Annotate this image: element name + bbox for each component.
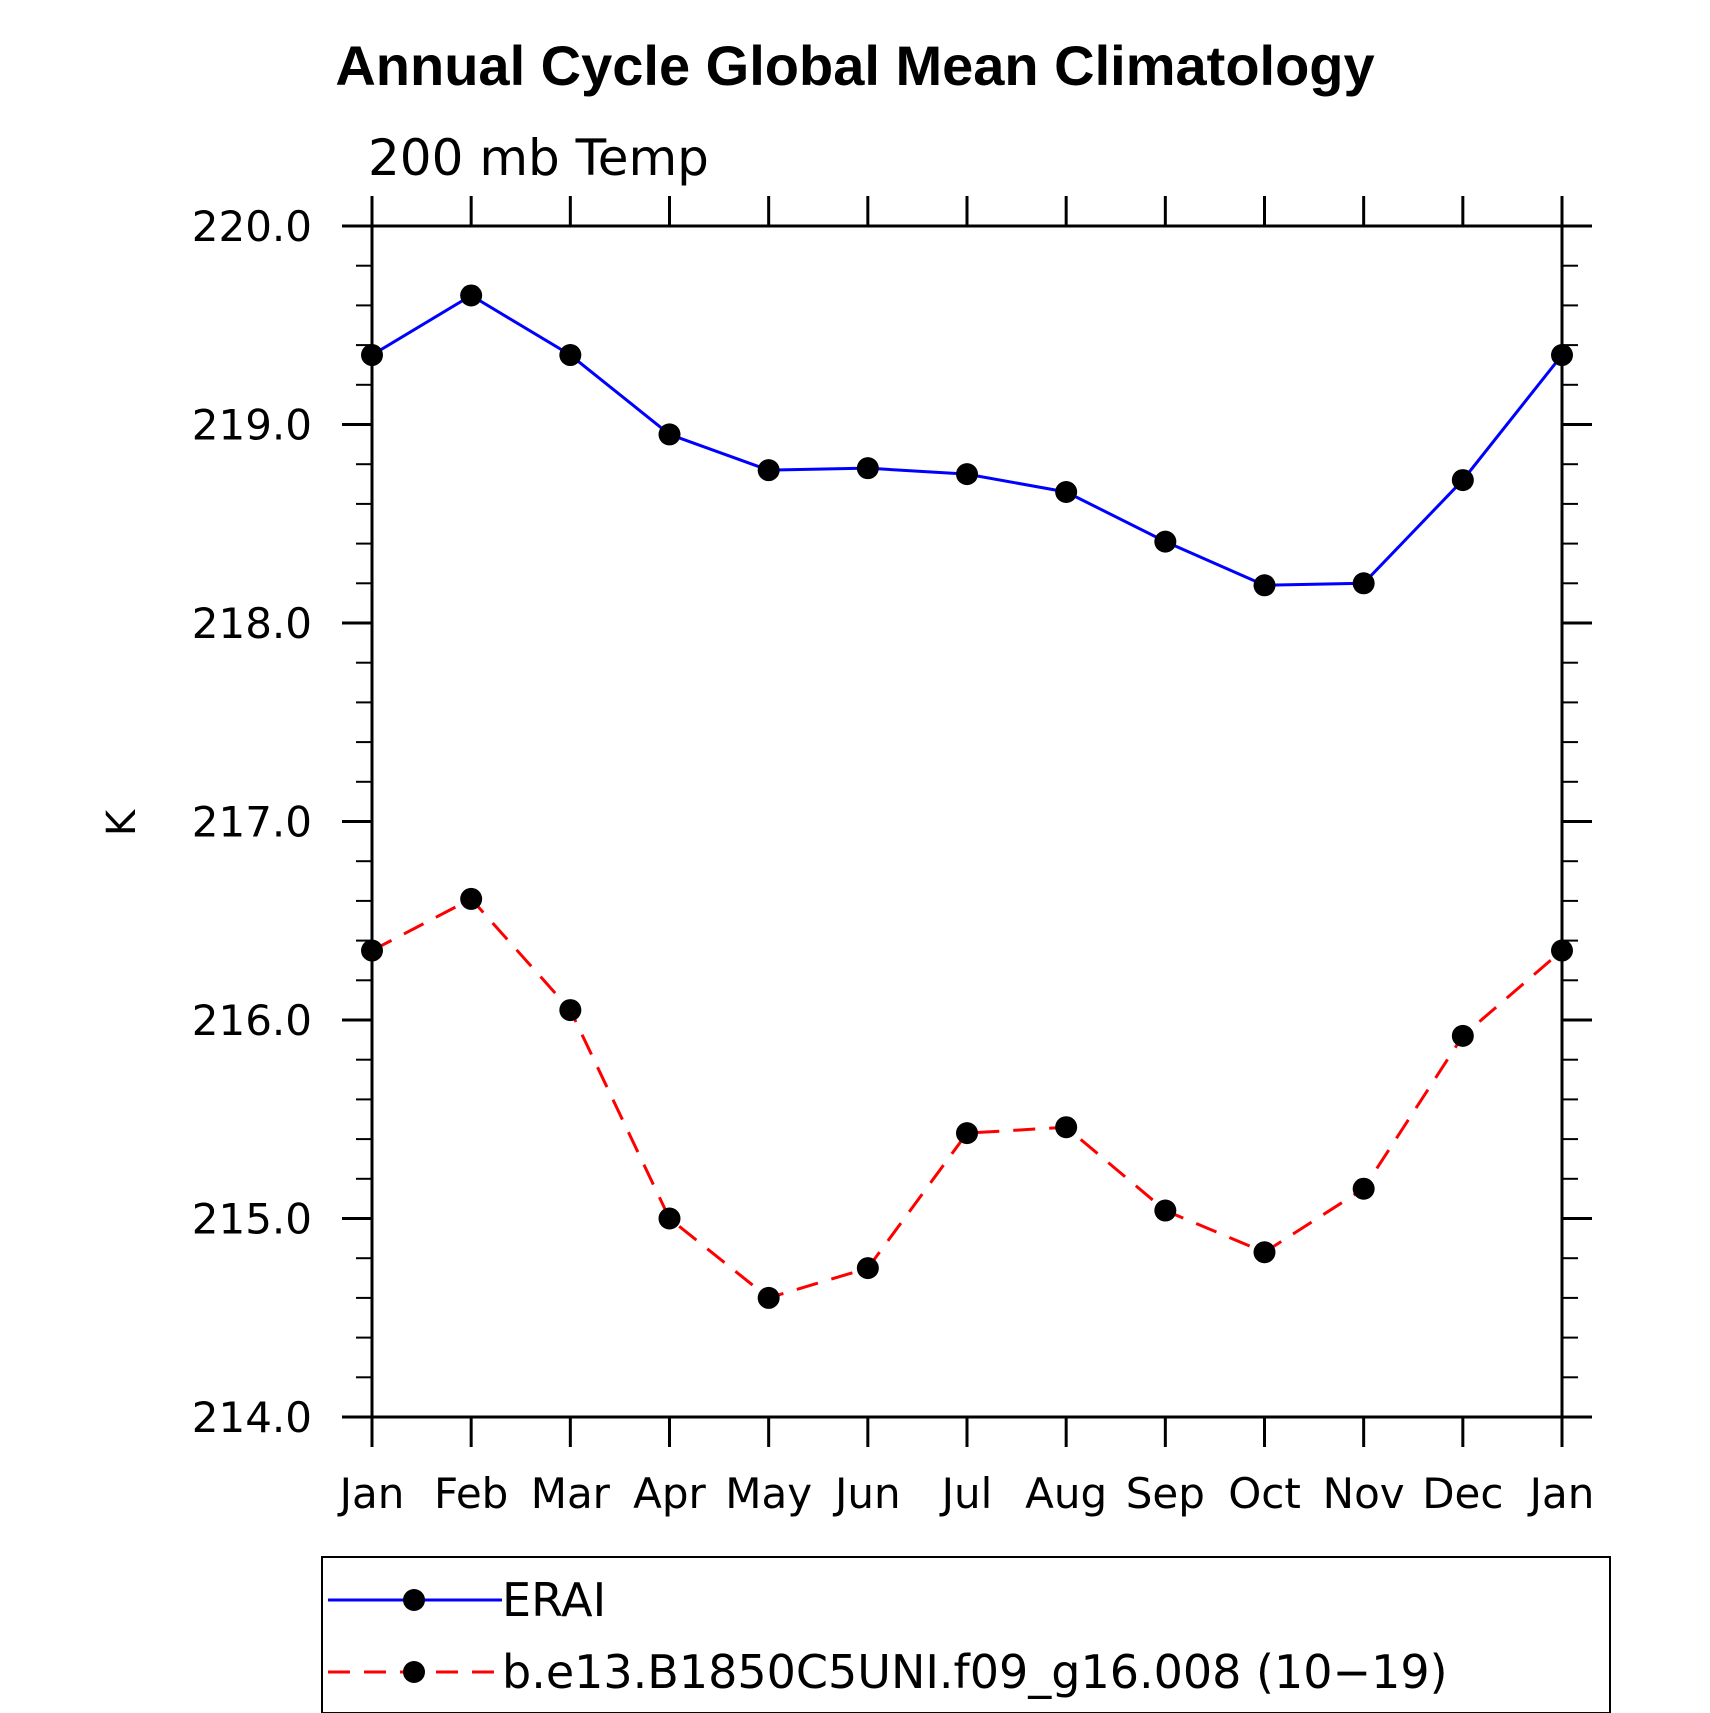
legend: ERAI b.e13.B1850C5UNI.f09_g16.008 (10−19…: [321, 1556, 1611, 1713]
y-tick-label: 214.0: [192, 1393, 312, 1442]
y-tick-label: 216.0: [192, 996, 312, 1045]
data-point-series-1: [956, 1122, 978, 1145]
x-tick-label: Mar: [531, 1469, 611, 1518]
chart-title: Annual Cycle Global Mean Climatology: [335, 34, 1374, 97]
data-point-series-0: [856, 457, 879, 480]
x-tick-label: Jun: [832, 1469, 901, 1518]
legend-marker-model: [403, 1661, 425, 1683]
x-tick-labels: Jan Feb Mar Apr May Jun Jul Aug Sep Oct Nov Dec Jan: [337, 1469, 1595, 1518]
legend-box: [321, 1556, 1611, 1713]
x-tick-label: Nov: [1323, 1469, 1405, 1518]
legend-label-model: b.e13.B1850C5UNI.f09_g16.008 (10−19): [502, 1645, 1448, 1699]
legend-label-erai: ERAI: [502, 1573, 606, 1627]
data-point-series-0: [956, 463, 978, 486]
data-point-series-1: [1352, 1177, 1375, 1200]
data-point-series-0: [1352, 572, 1375, 595]
chart-subtitle: 200 mb Temp: [368, 129, 709, 187]
data-point-series-0: [559, 344, 582, 367]
data-point-series-0: [1055, 480, 1078, 503]
x-tick-label: Jul: [939, 1469, 993, 1518]
data-point-series-0: [1451, 469, 1474, 492]
data-point-series-1: [1154, 1199, 1177, 1222]
x-tick-label: Jan: [1527, 1469, 1595, 1518]
data-point-series-0: [1253, 574, 1276, 597]
data-point-series-1: [856, 1257, 879, 1280]
y-tick-label: 220.0: [192, 202, 312, 251]
x-tick-label: Oct: [1228, 1469, 1301, 1518]
x-tick-label: Aug: [1025, 1469, 1107, 1518]
data-point-series-0: [757, 459, 780, 482]
data-point-series-1: [757, 1286, 780, 1309]
y-tick-label: 219.0: [192, 401, 312, 450]
y-tick-label: 218.0: [192, 599, 312, 648]
data-point-series-0: [460, 284, 483, 307]
data-point-series-1: [1451, 1024, 1474, 1047]
series-layer: [361, 284, 1573, 1309]
data-point-series-1: [1055, 1116, 1078, 1139]
data-point-series-0: [1154, 530, 1177, 553]
axis-ticks: [342, 196, 1592, 1447]
x-tick-label: May: [725, 1469, 812, 1518]
x-tick-label: Apr: [633, 1469, 706, 1518]
data-point-series-1: [559, 999, 582, 1022]
data-point-series-0: [658, 423, 681, 446]
y-tick-label: 217.0: [192, 798, 312, 847]
plot-frame: [370, 224, 1564, 1419]
series-line-1: [371, 897, 1563, 1300]
legend-marker-erai: [403, 1589, 425, 1611]
data-point-series-1: [460, 887, 483, 910]
y-tick-label: 215.0: [192, 1195, 312, 1244]
x-tick-label: Jan: [337, 1469, 405, 1518]
y-axis-label: K: [99, 808, 145, 836]
data-point-series-1: [1253, 1241, 1276, 1264]
x-tick-label: Dec: [1422, 1469, 1503, 1518]
y-tick-labels: 214.0 215.0 216.0 217.0 218.0 219.0 220.0: [192, 202, 312, 1442]
x-tick-label: Feb: [434, 1469, 508, 1518]
x-tick-label: Sep: [1126, 1469, 1205, 1518]
series-line-0: [371, 293, 1564, 587]
data-point-series-1: [658, 1207, 681, 1230]
